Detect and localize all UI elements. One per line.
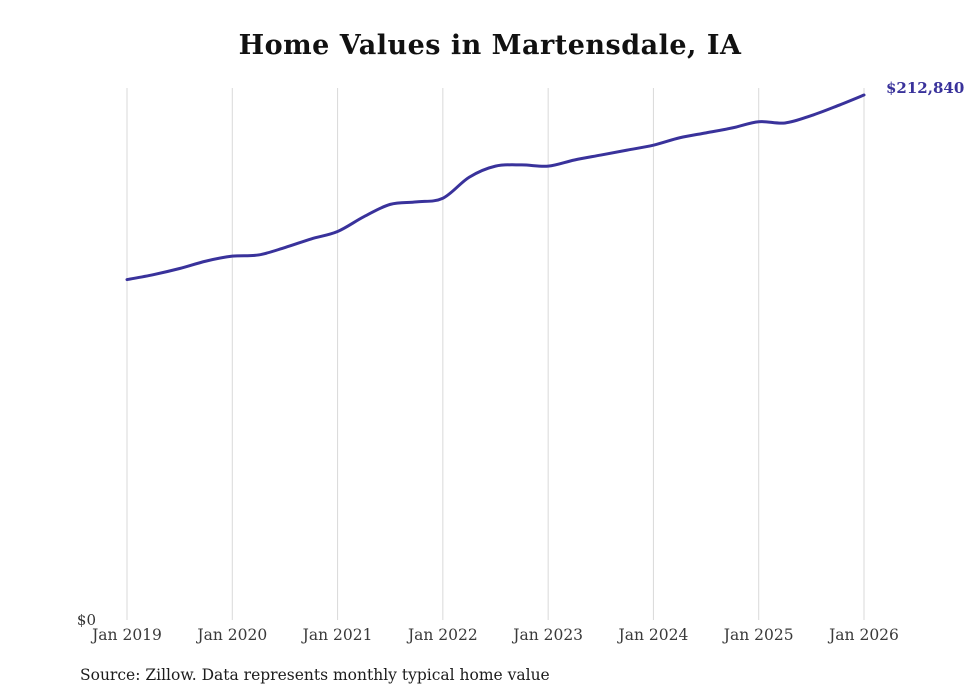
x-tick-label: Jan 2023 (511, 626, 583, 644)
x-tick-label: Jan 2024 (617, 626, 689, 644)
end-value-label: $212,840 (886, 79, 965, 97)
source-note: Source: Zillow. Data represents monthly … (80, 666, 550, 684)
home-value-line (125, 93, 866, 282)
x-tick-label: Jan 2022 (406, 626, 478, 644)
y-axis-zero-label: $0 (76, 611, 96, 629)
x-tick-label: Jan 2021 (301, 626, 373, 644)
x-tick-label: Jan 2020 (195, 626, 267, 644)
x-tick-label: Jan 2026 (827, 626, 899, 644)
x-tick-label: Jan 2025 (722, 626, 794, 644)
x-tick-label: Jan 2019 (90, 626, 162, 644)
chart-title: Home Values in Martensdale, IA (238, 30, 742, 61)
